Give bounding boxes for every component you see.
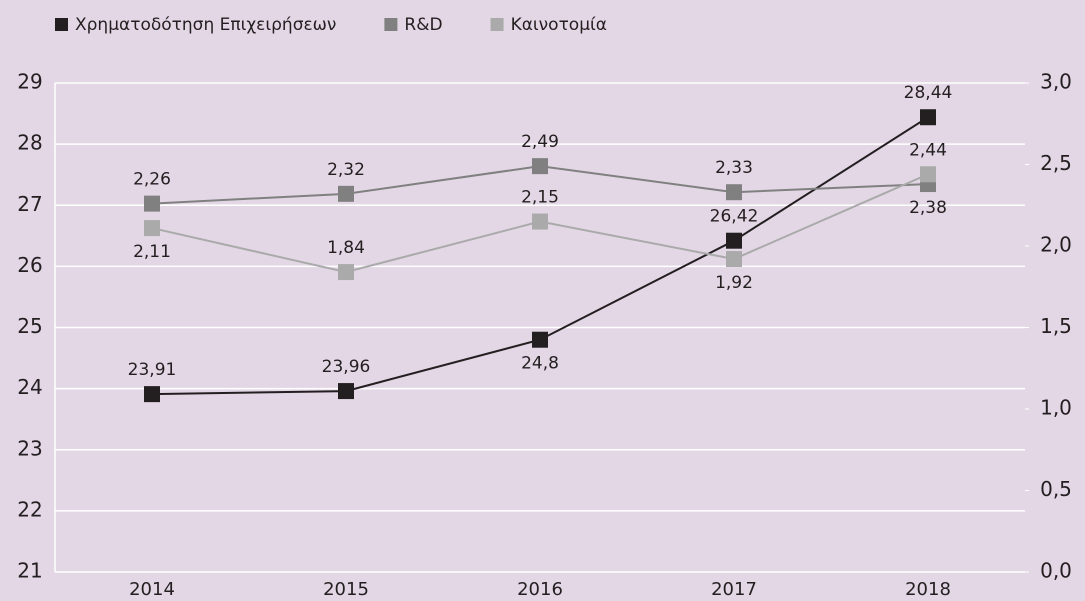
marker	[338, 185, 354, 202]
legend-swatch	[384, 18, 398, 31]
marker	[532, 213, 548, 230]
y-tick-label: 25	[17, 314, 42, 338]
value-label: 2,32	[327, 160, 365, 180]
y2-tick-label: 0,0	[1040, 559, 1072, 583]
value-label: 2,33	[715, 158, 753, 178]
marker	[338, 264, 354, 281]
x-tick-label: 2016	[517, 579, 563, 600]
value-label: 24,8	[521, 354, 559, 374]
y-tick-label: 28	[17, 131, 42, 155]
legend-label: R&D	[404, 15, 442, 35]
y2-tick-label: 3,0	[1040, 70, 1072, 94]
marker	[338, 383, 354, 400]
x-tick-label: 2015	[323, 579, 369, 600]
value-label: 28,44	[904, 83, 953, 103]
value-label: 23,96	[322, 357, 371, 377]
x-tick-label: 2014	[129, 579, 175, 600]
marker	[726, 184, 742, 201]
y-tick-label: 22	[17, 497, 42, 521]
y-tick-label: 23	[17, 436, 42, 460]
marker	[144, 195, 160, 212]
value-label: 2,26	[133, 170, 171, 190]
value-label: 2,44	[909, 140, 947, 160]
value-label: 1,84	[327, 238, 365, 258]
marker	[144, 386, 160, 403]
y2-tick-label: 1,5	[1040, 314, 1072, 338]
y-tick-label: 21	[17, 559, 42, 583]
marker	[920, 166, 936, 183]
legend-label: Χρηματοδότηση Επιχειρήσεων	[75, 15, 336, 35]
marker	[920, 109, 936, 126]
value-label: 2,11	[133, 242, 171, 262]
marker	[144, 220, 160, 237]
marker	[726, 232, 742, 249]
legend-label: Καινοτομία	[511, 15, 607, 35]
value-label: 2,15	[521, 188, 559, 208]
value-label: 1,92	[715, 273, 753, 293]
y2-tick-label: 0,5	[1040, 477, 1072, 501]
y2-tick-label: 2,0	[1040, 233, 1072, 257]
value-label: 2,38	[909, 198, 947, 218]
x-tick-label: 2018	[905, 579, 951, 600]
x-tick-label: 2017	[711, 579, 757, 600]
y2-tick-label: 2,5	[1040, 151, 1072, 175]
value-label: 26,42	[710, 207, 759, 227]
legend-swatch	[490, 18, 504, 31]
marker	[532, 331, 548, 348]
marker	[532, 158, 548, 175]
value-label: 23,91	[128, 360, 177, 380]
value-label: 2,49	[521, 132, 559, 152]
y-tick-label: 24	[17, 375, 42, 399]
y-tick-label: 26	[17, 253, 42, 277]
y-tick-label: 27	[17, 192, 42, 216]
y2-tick-label: 1,0	[1040, 396, 1072, 420]
marker	[726, 251, 742, 268]
y-tick-label: 29	[17, 70, 42, 94]
legend-swatch	[55, 18, 68, 31]
